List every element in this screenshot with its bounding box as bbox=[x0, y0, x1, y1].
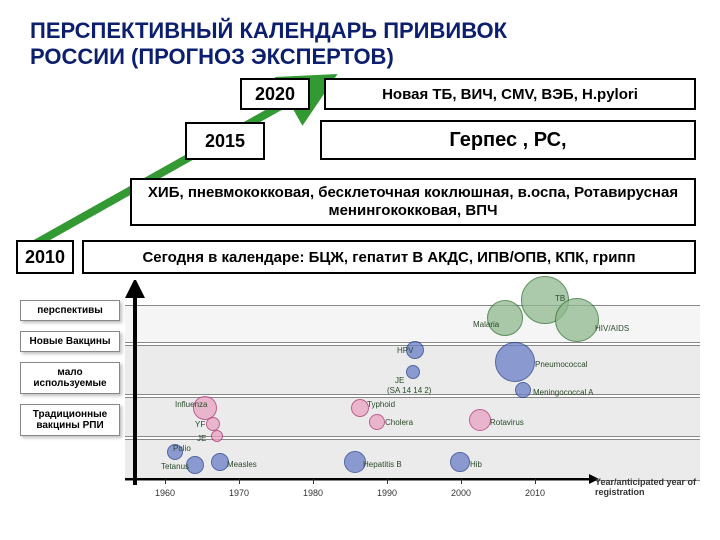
side-label-perspectives: перспективы bbox=[20, 300, 120, 321]
bubble-label: HIV/AIDS bbox=[595, 324, 629, 333]
bubble-label: Polio bbox=[173, 444, 191, 453]
bubble bbox=[211, 430, 223, 442]
x-tick bbox=[239, 479, 240, 484]
x-tick-label: 1990 bbox=[377, 488, 397, 498]
year-2010-box: 2010 bbox=[16, 240, 74, 274]
side-label-new-vaccines: Новые Вакцины bbox=[20, 331, 120, 352]
x-tick-label: 1960 bbox=[155, 488, 175, 498]
x-tick-label: 1980 bbox=[303, 488, 323, 498]
x-tick-label: 1970 bbox=[229, 488, 249, 498]
bubble bbox=[469, 409, 491, 431]
bubble bbox=[406, 365, 420, 379]
desc-2015-box: Герпес , РС, bbox=[320, 120, 696, 160]
timeline-chart: TBMalariaHIV/AIDSHPVJE(SA 14 14 2)Pneumo… bbox=[125, 290, 700, 500]
side-labels: перспективы Новые Вакцины мало используе… bbox=[20, 300, 120, 446]
page-title: ПЕРСПЕКТИВНЫЙ КАЛЕНДАРЬ ПРИВИВОК РОССИИ … bbox=[0, 0, 720, 81]
bubble bbox=[487, 300, 523, 336]
x-tick bbox=[387, 479, 388, 484]
desc-2010-text: Сегодня в календаре: БЦЖ, гепатит В АКДС… bbox=[142, 249, 635, 266]
desc-2020-box: Новая ТБ, ВИЧ, CMV, ВЭБ, H.pylori bbox=[324, 78, 696, 110]
year-2015-box: 2015 bbox=[185, 122, 265, 160]
bubble bbox=[206, 417, 220, 431]
x-axis-title: Year/anticipated year of registration bbox=[595, 478, 700, 498]
x-tick-label: 2010 bbox=[525, 488, 545, 498]
timeline-panel: перспективы Новые Вакцины мало используе… bbox=[20, 280, 700, 515]
bubble bbox=[450, 452, 470, 472]
desc-mid-box: ХИБ, пневмококковая, бесклеточная коклюш… bbox=[130, 178, 696, 226]
x-tick bbox=[313, 479, 314, 484]
title-line-1: ПЕРСПЕКТИВНЫЙ КАЛЕНДАРЬ ПРИВИВОК bbox=[30, 18, 507, 43]
bubble bbox=[515, 382, 531, 398]
desc-2015-text: Герпес , РС, bbox=[449, 129, 566, 152]
bubble bbox=[369, 414, 385, 430]
bubble-label: (SA 14 14 2) bbox=[387, 386, 431, 395]
bubble-label: Hib bbox=[470, 460, 482, 469]
desc-2010-box: Сегодня в календаре: БЦЖ, гепатит В АКДС… bbox=[82, 240, 696, 274]
year-2020-box: 2020 bbox=[240, 78, 310, 110]
bubble-label: Rotavirus bbox=[490, 418, 524, 427]
year-2010-label: 2010 bbox=[25, 247, 65, 268]
bubble-label: JE bbox=[395, 376, 404, 385]
side-label-less-used: мало используемые bbox=[20, 362, 120, 394]
x-tick bbox=[165, 479, 166, 484]
x-tick-label: 2000 bbox=[451, 488, 471, 498]
bubble-label: Pneumococcal bbox=[535, 360, 587, 369]
x-tick bbox=[535, 479, 536, 484]
bubble bbox=[555, 298, 599, 342]
bubble-label: Tetanus bbox=[161, 462, 189, 471]
bubble bbox=[495, 342, 535, 382]
year-2015-label: 2015 bbox=[205, 131, 245, 152]
bubble-label: YF bbox=[195, 420, 205, 429]
y-axis-arrow-icon bbox=[125, 280, 145, 490]
x-tick bbox=[461, 479, 462, 484]
bubble-label: JE bbox=[197, 434, 206, 443]
desc-2020-text: Новая ТБ, ВИЧ, CMV, ВЭБ, H.pylori bbox=[382, 86, 638, 103]
bubble-label: Malaria bbox=[473, 320, 499, 329]
bubble-label: Influenza bbox=[175, 400, 207, 409]
side-label-traditional: Традиционные вакцины РПИ bbox=[20, 404, 120, 436]
bubble-label: Measles bbox=[227, 460, 257, 469]
desc-mid-text: ХИБ, пневмококковая, бесклеточная коклюш… bbox=[140, 184, 686, 220]
bubble-label: Cholera bbox=[385, 418, 413, 427]
bubble-label: HPV bbox=[397, 346, 413, 355]
title-line-2: РОССИИ (ПРОГНОЗ ЭКСПЕРТОВ) bbox=[30, 44, 394, 69]
bubble-label: Meningococcal A bbox=[533, 388, 593, 397]
bubble-label: Hepatitis B bbox=[363, 460, 402, 469]
bubble-label: Typhoid bbox=[367, 400, 395, 409]
year-2020-label: 2020 bbox=[255, 84, 295, 105]
